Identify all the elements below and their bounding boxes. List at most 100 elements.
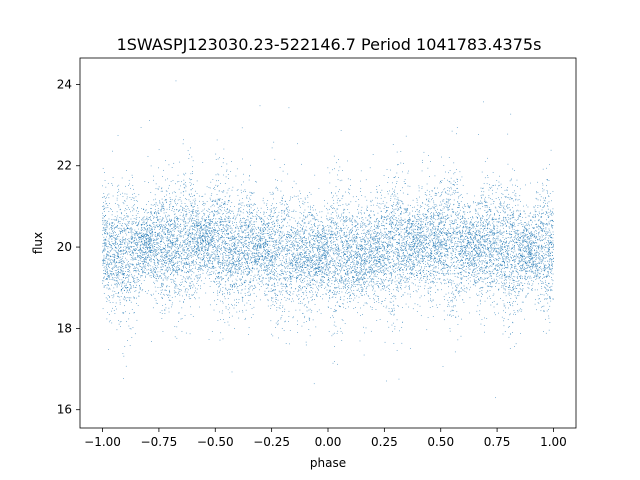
data-point	[192, 223, 193, 224]
data-point	[327, 167, 329, 169]
data-point	[377, 238, 378, 240]
data-point	[190, 225, 192, 227]
data-point	[162, 264, 164, 265]
data-point	[357, 223, 359, 225]
data-point	[321, 276, 323, 278]
data-point	[423, 251, 424, 253]
data-point	[536, 230, 537, 232]
data-point	[458, 315, 459, 317]
data-point	[175, 240, 177, 242]
data-point	[127, 290, 129, 292]
data-point	[358, 234, 360, 235]
data-point	[190, 270, 192, 272]
data-point	[465, 231, 466, 232]
data-point	[180, 224, 181, 225]
data-point	[443, 248, 445, 250]
data-point	[244, 250, 246, 252]
data-point	[450, 257, 452, 258]
data-point	[476, 246, 477, 248]
data-point	[473, 224, 475, 226]
data-point	[485, 239, 487, 240]
data-point	[380, 267, 382, 269]
data-point	[542, 247, 543, 248]
data-point	[241, 257, 243, 259]
data-point	[288, 298, 290, 300]
data-point	[391, 216, 392, 217]
data-point	[177, 294, 178, 295]
data-point	[536, 191, 538, 193]
data-point	[391, 212, 393, 214]
data-point	[266, 241, 268, 242]
data-point	[528, 275, 530, 277]
data-point	[162, 190, 163, 192]
data-point	[428, 238, 430, 239]
data-point	[273, 255, 275, 257]
data-point	[184, 242, 185, 243]
data-point	[182, 270, 183, 272]
data-point	[366, 280, 368, 282]
data-point	[484, 241, 485, 242]
data-point	[394, 239, 396, 241]
data-point	[278, 229, 279, 231]
data-point	[547, 267, 549, 268]
data-point	[175, 222, 176, 224]
data-point	[104, 270, 106, 271]
data-point	[181, 257, 182, 259]
data-point	[211, 267, 213, 268]
data-point	[424, 239, 426, 241]
data-point	[211, 241, 213, 243]
data-point	[163, 225, 165, 226]
data-point	[505, 249, 506, 250]
data-point	[319, 266, 321, 268]
data-point	[395, 227, 397, 228]
data-point	[538, 244, 540, 246]
data-point	[450, 236, 451, 238]
data-point	[192, 294, 194, 296]
data-point	[340, 275, 342, 277]
data-point	[501, 232, 503, 234]
data-point	[413, 250, 415, 252]
data-point	[461, 242, 462, 244]
data-point	[259, 229, 261, 231]
data-point	[171, 281, 172, 283]
data-point	[180, 285, 181, 286]
data-point	[459, 205, 460, 207]
data-point	[415, 253, 416, 255]
data-point	[504, 239, 506, 240]
data-point	[454, 223, 455, 224]
data-point	[445, 251, 447, 252]
data-point	[141, 240, 143, 242]
data-point	[503, 247, 505, 248]
data-point	[491, 186, 493, 188]
data-point	[345, 240, 347, 241]
data-point	[410, 222, 412, 224]
data-point	[294, 260, 295, 261]
data-point	[370, 251, 371, 253]
data-point	[131, 221, 133, 223]
data-point	[393, 260, 395, 262]
data-point	[364, 284, 365, 285]
data-point	[148, 231, 150, 233]
data-point	[363, 233, 365, 234]
data-point	[231, 161, 232, 162]
data-point	[150, 249, 152, 251]
data-point	[462, 240, 464, 242]
data-point	[393, 307, 395, 309]
data-point	[451, 237, 453, 239]
data-point	[490, 245, 491, 247]
data-point	[498, 312, 499, 314]
data-point	[224, 274, 226, 276]
data-point	[355, 238, 357, 240]
data-point	[282, 273, 284, 274]
data-point	[315, 219, 316, 220]
data-point	[517, 264, 519, 265]
data-point	[268, 238, 270, 239]
data-point	[316, 292, 318, 294]
data-point	[549, 298, 551, 300]
data-point	[406, 277, 408, 279]
data-point	[262, 255, 264, 256]
data-point	[253, 245, 255, 246]
data-point	[306, 306, 308, 308]
data-point	[480, 254, 482, 255]
